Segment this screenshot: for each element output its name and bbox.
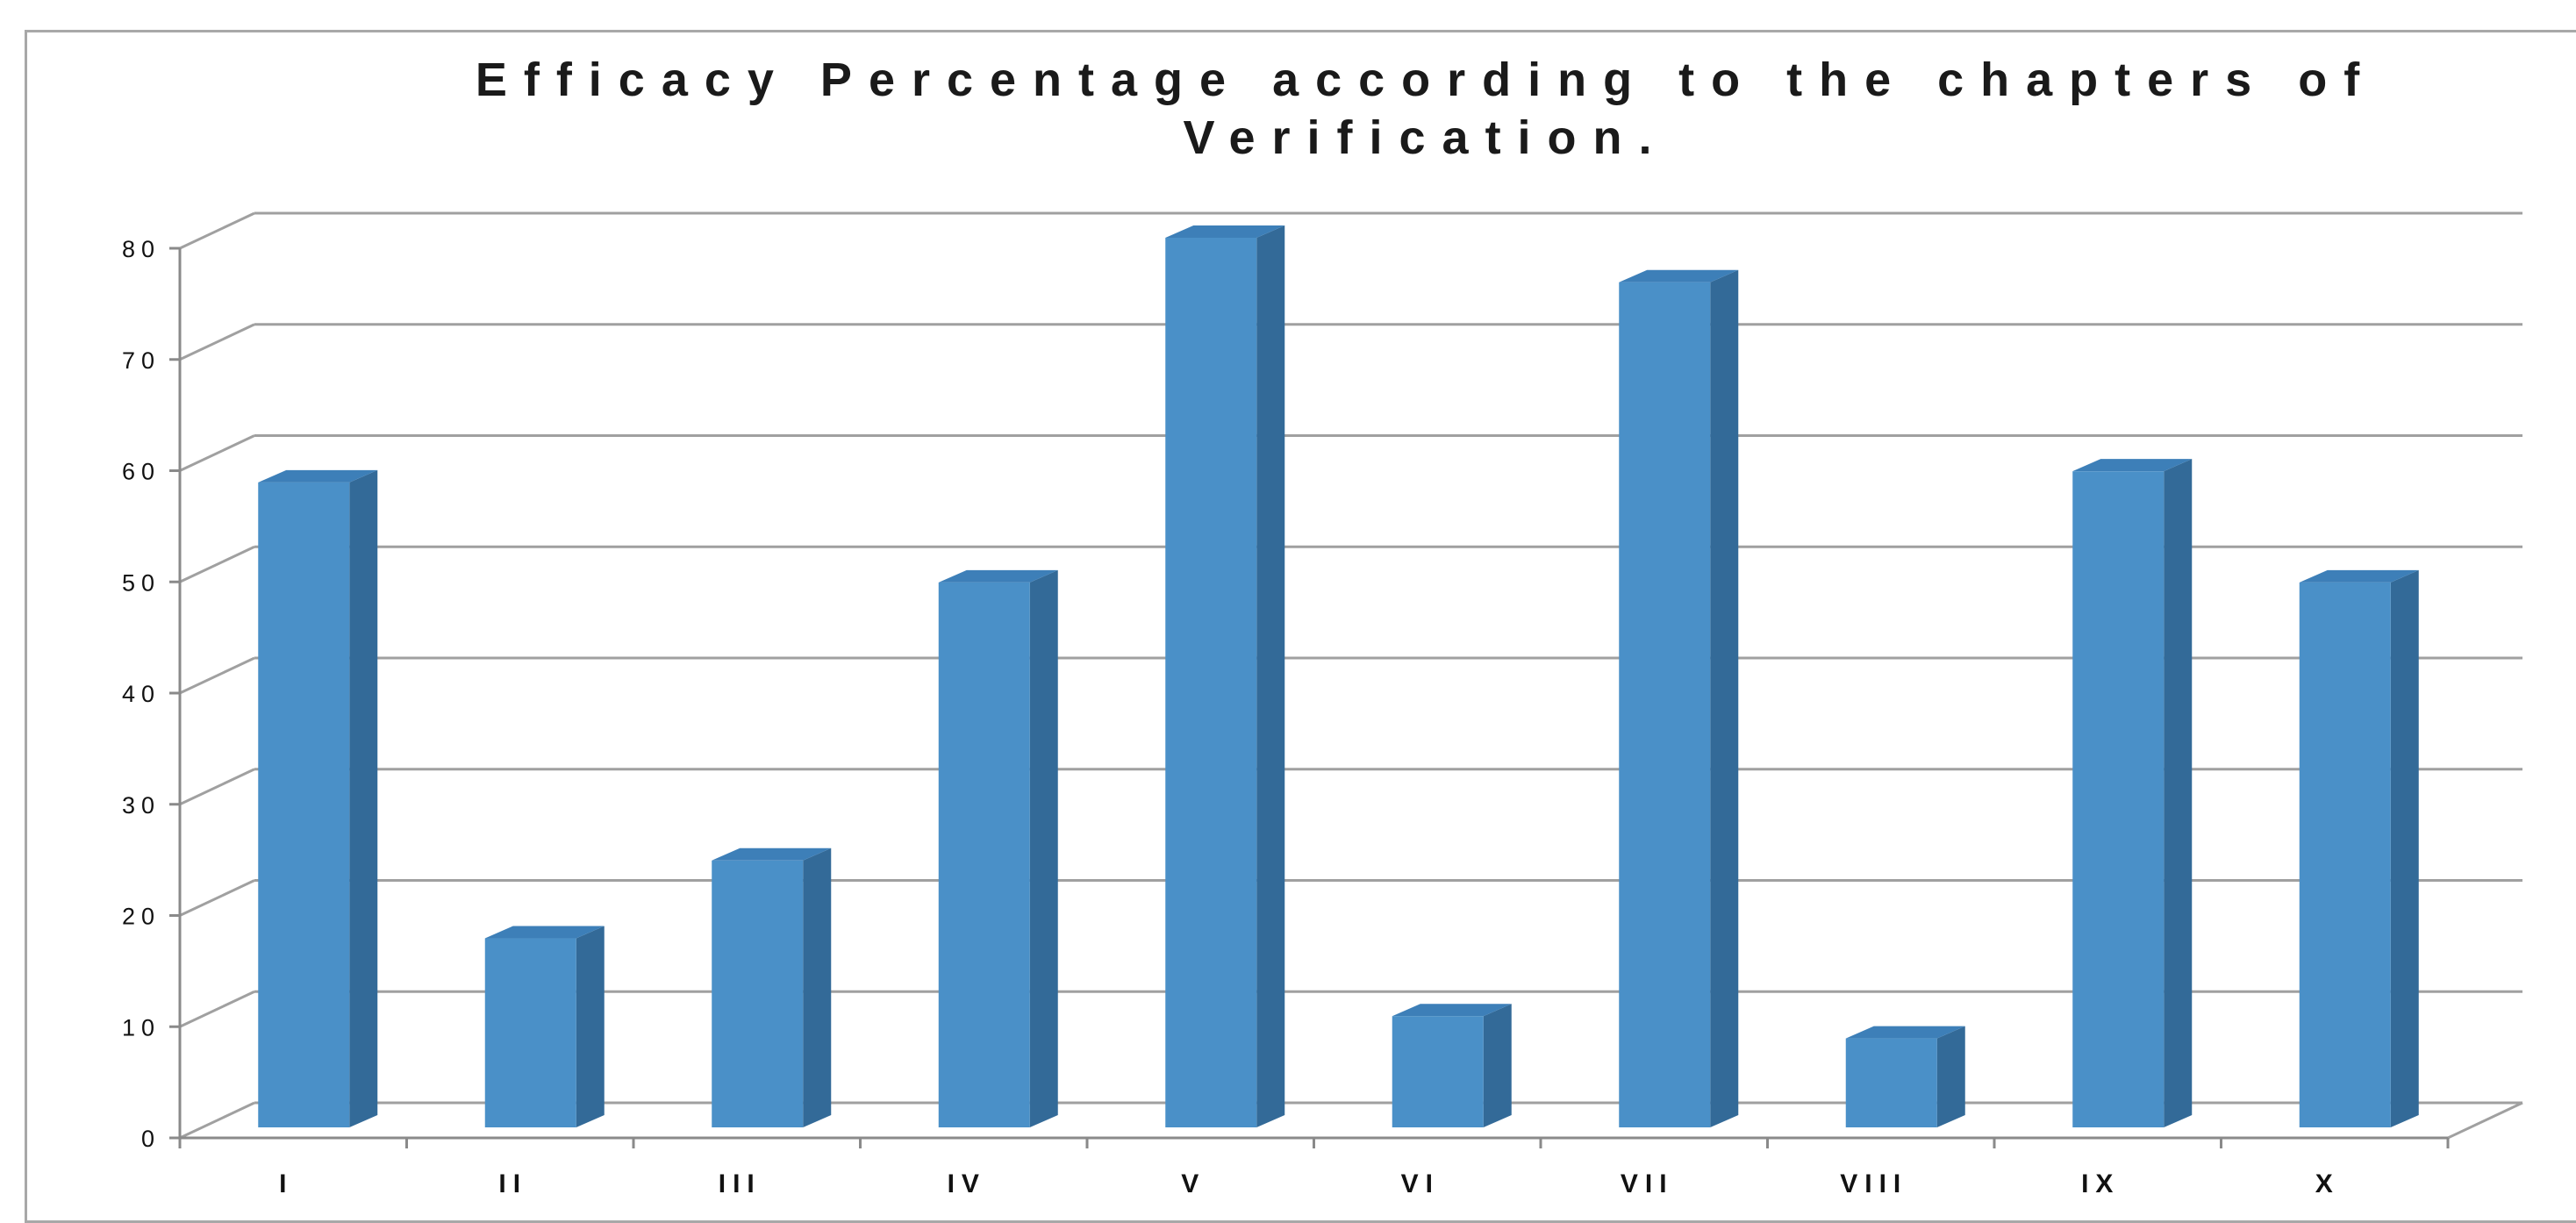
x-tick-label: VII [1621,1169,1674,1198]
y-tick-label: 40 [122,681,161,707]
x-tick-label: II [498,1169,527,1198]
bar-front [258,482,350,1127]
y-tick-label: 50 [122,569,161,596]
bar-top [258,469,378,483]
bar-front [484,938,576,1127]
wall-gridline [179,545,255,583]
x-axis-ticks: I II III IV V VI VII VIII IX X [279,1169,2340,1198]
bar-top [938,569,1058,583]
y-tick-label: 10 [122,1014,161,1041]
bar-IV [938,569,1058,1127]
bars [258,225,2419,1127]
wall-gridline [179,323,255,361]
wall-gridline [179,990,255,1028]
bar-I [258,469,378,1127]
wall-gridline [179,768,255,806]
bar-VII [1619,269,1739,1127]
bar-top [1619,269,1739,283]
y-tick-label: 0 [141,1126,161,1152]
bar-IX [2072,459,2193,1127]
x-tick-label: IX [2081,1169,2120,1198]
y-tick-label: 70 [122,347,161,374]
bar-front [1165,238,1257,1127]
wall-gridline [179,211,255,250]
bar-top [1165,225,1285,238]
bar-side [2164,459,2193,1127]
bar-VIII [1845,1026,1965,1127]
y-axis-ticks: 0 10 20 30 40 50 60 70 80 [122,236,161,1152]
bar-top [1392,1004,1512,1017]
bar-side [349,469,378,1127]
axes [169,247,2450,1148]
bar-III [712,848,832,1127]
bar-front [1619,282,1711,1127]
x-tick-label: IV [948,1169,986,1198]
bar-side [1029,569,1058,1127]
bar-side [1710,269,1739,1127]
wall-gridline [179,656,255,695]
bar-top [2299,569,2419,583]
x-tick-label: X [2315,1169,2340,1198]
bar-front [712,860,804,1127]
wall-gridline [179,434,255,472]
y-tick-label: 20 [122,904,161,930]
x-tick-label: I [279,1169,293,1198]
y-tick-label: 80 [122,236,161,262]
bar-II [484,926,605,1127]
bar-front [938,582,1030,1127]
bar-side [803,848,832,1127]
x-tick-label: VIII [1840,1169,1907,1198]
wall-gridline [179,1101,255,1140]
floor-edge [2447,1101,2523,1140]
bar-V [1165,225,1285,1127]
bar-X [2299,569,2419,1127]
bar-VI [1392,1004,1512,1127]
bar-front [2299,582,2391,1127]
bar-top [712,848,832,861]
bar-side [1936,1026,1965,1127]
bar-top [484,926,605,939]
y-tick-label: 60 [122,459,161,485]
bar-top [1845,1026,1965,1039]
x-tick-label: V [1181,1169,1206,1198]
bar-side [576,926,605,1127]
x-tick-label: III [719,1169,762,1198]
x-tick-label: VI [1401,1169,1440,1198]
bar-front [1392,1016,1484,1127]
bar-front [2072,471,2165,1127]
bar-top [2072,459,2193,472]
bar-side [1256,225,1285,1127]
bar-side [1483,1004,1512,1127]
bar-side [2390,569,2419,1127]
bar-front [1845,1038,1937,1127]
y-tick-label: 30 [122,792,161,819]
wall-gridline [179,879,255,917]
chart-title: Efficacy Percentage according to the cha… [475,54,2377,164]
